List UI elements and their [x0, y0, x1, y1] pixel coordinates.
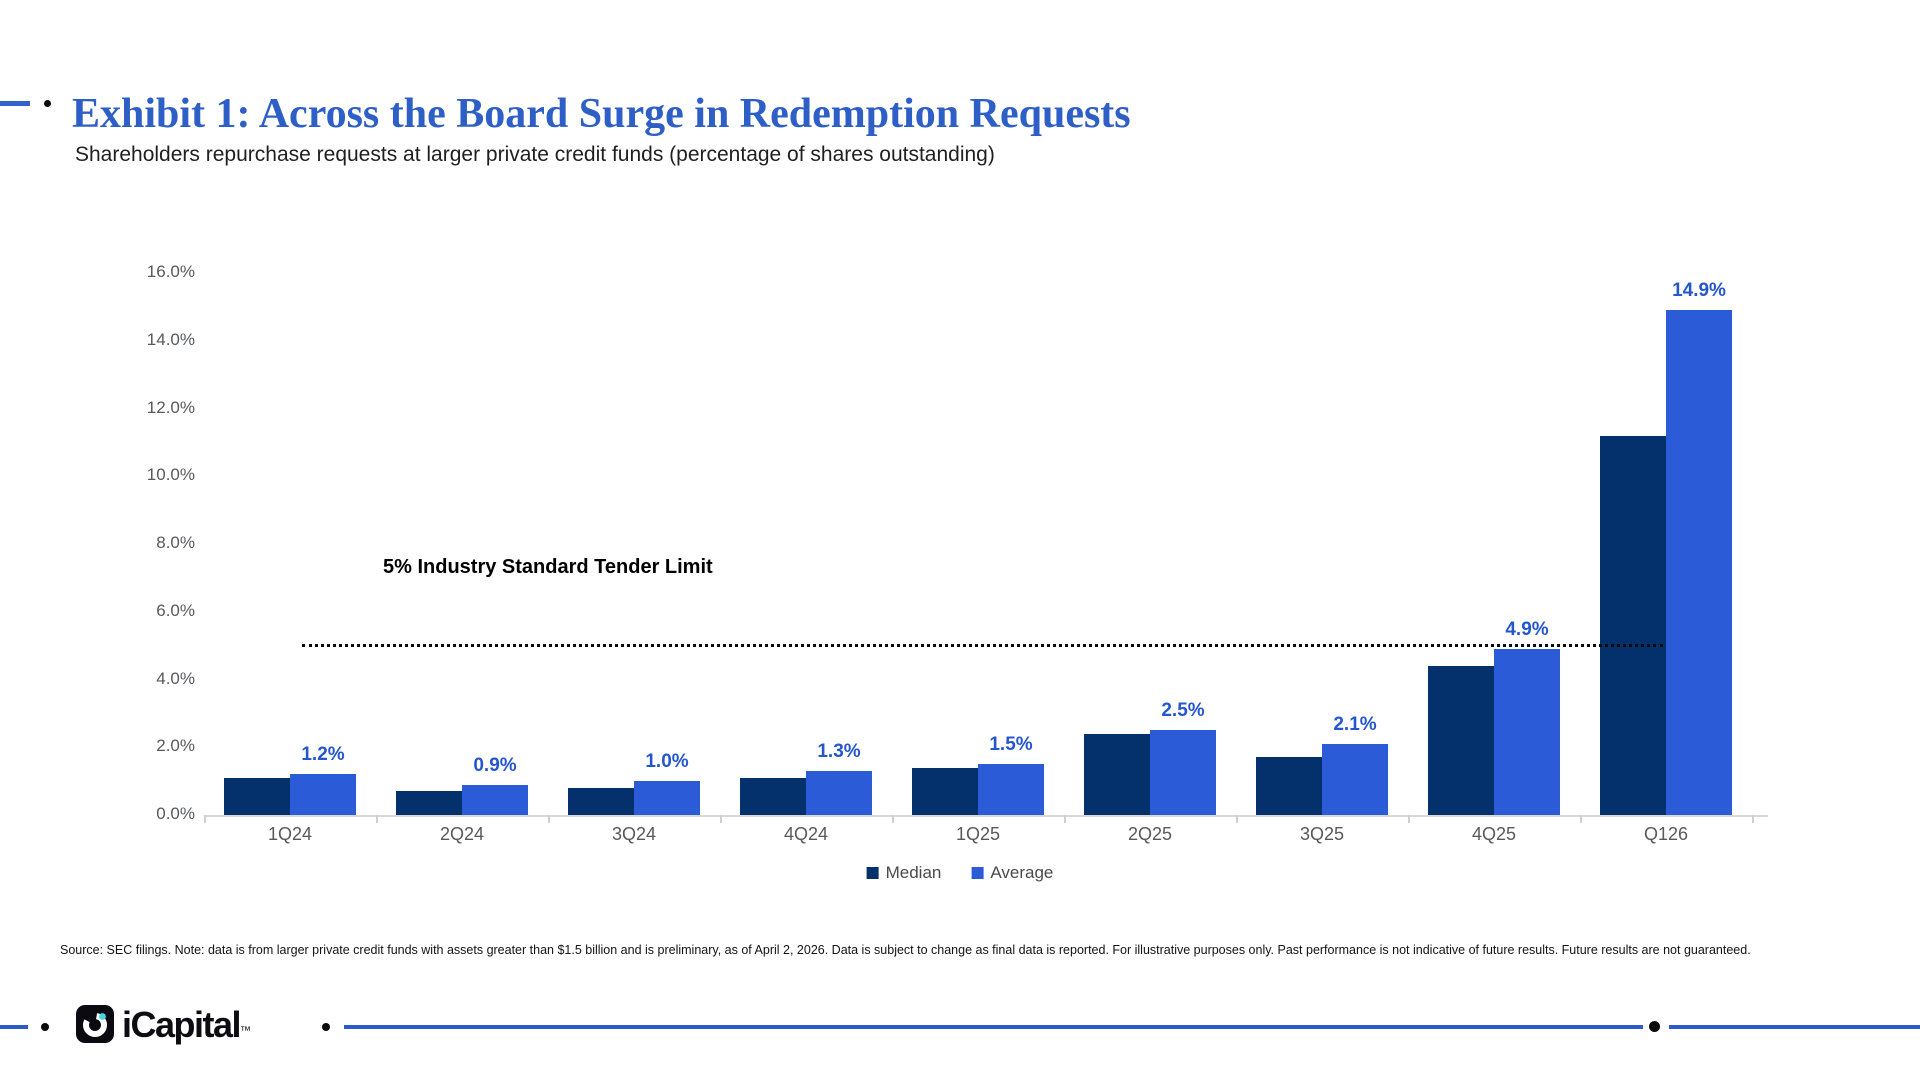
x-axis-tick: [1580, 815, 1582, 823]
bar-median-1Q24: [224, 778, 290, 815]
x-axis-tick: [376, 815, 378, 823]
legend-item-median: Median: [866, 863, 942, 883]
y-axis-label: 0.0%: [156, 804, 195, 823]
x-axis-tick: [892, 815, 894, 823]
y-axis-label: 6.0%: [156, 600, 195, 620]
bar-median-2Q24: [396, 791, 462, 815]
x-axis-category-Q126: Q126: [1643, 824, 1689, 844]
bar-median-2Q25: [1084, 734, 1150, 815]
bar-average-4Q25: [1494, 649, 1560, 815]
x-axis-tick: [204, 815, 206, 823]
brand-line-right: [1669, 1025, 1920, 1029]
page-subtitle: Shareholders repurchase requests at larg…: [75, 143, 995, 166]
bar-value-label-2Q25: 2.5%: [1161, 700, 1205, 721]
y-axis-label: 10.0%: [146, 465, 195, 485]
y-axis-label: 2.0%: [156, 736, 195, 756]
x-axis-line: [204, 815, 1768, 817]
y-axis-label: 8.0%: [156, 533, 195, 552]
x-axis-tick: [1752, 815, 1754, 823]
bar-average-1Q24: [290, 774, 356, 815]
x-axis-tick: [1064, 815, 1066, 823]
icapital-logo-icon: [76, 1005, 114, 1043]
x-axis-tick: [1408, 815, 1410, 823]
x-axis-category-3Q25: 3Q25: [1299, 824, 1345, 844]
y-axis-label: 4.0%: [156, 668, 195, 688]
bar-value-label-3Q24: 1.0%: [645, 751, 689, 772]
legend-item-average: Average: [971, 863, 1053, 883]
brand-dot-1: [41, 1023, 49, 1031]
y-axis-label: 16.0%: [146, 262, 195, 281]
bar-average-3Q25: [1322, 744, 1388, 815]
bar-value-label-2Q24: 0.9%: [473, 755, 517, 776]
legend-label: Median: [885, 863, 942, 882]
x-axis-category-2Q24: 2Q24: [439, 824, 485, 844]
x-axis-category-1Q24: 1Q24: [267, 824, 313, 844]
icapital-wordmark: iCapital™: [122, 1004, 252, 1045]
bar-average-2Q25: [1150, 730, 1216, 815]
trademark-symbol: ™: [240, 1025, 252, 1037]
bar-value-label-4Q25: 4.9%: [1505, 619, 1549, 640]
bar-value-label-4Q24: 1.3%: [817, 741, 861, 762]
bar-average-3Q24: [634, 781, 700, 815]
bar-value-label-3Q25: 2.1%: [1333, 714, 1377, 735]
legend-swatch-average: [971, 867, 984, 879]
y-axis-label: 14.0%: [146, 329, 195, 349]
chart-legend: Median Average: [866, 863, 1053, 883]
brand-dot-2: [322, 1023, 330, 1031]
bar-median-4Q25: [1428, 666, 1494, 815]
tender-limit-reference-line: [302, 644, 1663, 647]
bar-average-1Q25: [978, 764, 1044, 815]
header-accent-dash: [0, 101, 30, 106]
source-note: Source: SEC filings. Note: data is from …: [60, 943, 1751, 957]
bar-median-3Q24: [568, 788, 634, 815]
x-axis-category-3Q24: 3Q24: [611, 824, 657, 844]
x-axis-tick: [720, 815, 722, 823]
bar-median-1Q25: [912, 768, 978, 815]
x-axis-category-2Q25: 2Q25: [1127, 824, 1173, 844]
bar-value-label-1Q24: 1.2%: [301, 744, 345, 765]
bar-average-Q126: [1666, 310, 1732, 815]
x-axis-category-4Q24: 4Q24: [783, 824, 829, 844]
bar-value-label-Q126: 14.9%: [1672, 280, 1726, 301]
x-axis-category-4Q25: 4Q25: [1471, 824, 1517, 844]
x-axis-tick: [548, 815, 550, 823]
brand-line-center: [344, 1025, 1643, 1029]
header-accent-dot: [44, 100, 51, 107]
bar-median-Q126: [1600, 436, 1666, 815]
brand-dot-3: [1649, 1021, 1660, 1032]
tender-limit-label: 5% Industry Standard Tender Limit: [383, 556, 713, 578]
bar-median-3Q25: [1256, 757, 1322, 815]
bar-average-4Q24: [806, 771, 872, 815]
legend-label: Average: [990, 863, 1054, 882]
x-axis-tick: [1236, 815, 1238, 823]
page-title: Exhibit 1: Across the Board Surge in Red…: [72, 91, 1131, 138]
y-axis-label: 12.0%: [146, 397, 195, 417]
x-axis-category-1Q25: 1Q25: [955, 824, 1001, 844]
bar-average-2Q24: [462, 785, 528, 815]
bar-value-label-1Q25: 1.5%: [989, 734, 1033, 755]
bar-median-4Q24: [740, 778, 806, 815]
legend-swatch-median: [866, 867, 879, 879]
brand-line-left: [0, 1025, 28, 1029]
